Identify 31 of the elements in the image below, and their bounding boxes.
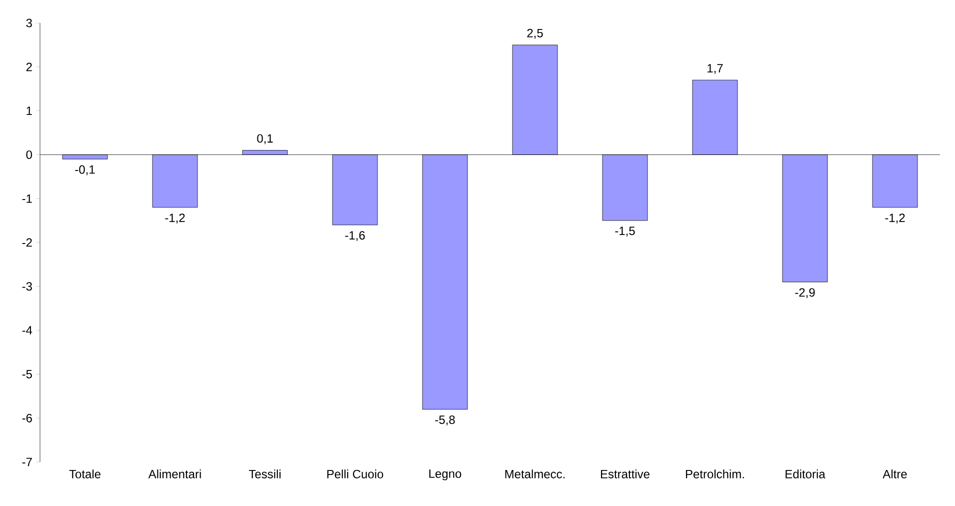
y-tick-label: -6 [22, 414, 32, 422]
data-label: 0,1 [257, 134, 273, 144]
x-tick-label: Estrattive [600, 470, 650, 478]
data-label: -5,8 [435, 416, 455, 426]
x-tick-label: Totale [69, 470, 100, 478]
x-tick-label: Tessili [248, 470, 281, 478]
x-tick-label: Metalmecc. [505, 470, 565, 478]
x-tick-label: Petrolchim. [686, 470, 744, 478]
y-tick-label: -5 [22, 370, 32, 378]
data-label: -1,2 [885, 214, 905, 224]
y-tick-label: 0 [26, 150, 32, 159]
x-tick-label: Altre [882, 470, 907, 478]
data-label: 2,5 [527, 28, 543, 39]
y-tick-label: -1 [22, 194, 32, 203]
y-tick-label: -3 [22, 282, 32, 291]
y-tick-label: 1 [26, 106, 32, 115]
data-label: -1,6 [345, 231, 365, 242]
data-label: -1,2 [165, 214, 185, 224]
data-label: -2,9 [795, 288, 815, 298]
y-tick-label: -2 [22, 238, 32, 247]
y-tick-label: 3 [26, 18, 32, 28]
x-tick-label: Pelli Cuoio [327, 470, 384, 478]
data-label: -1,5 [615, 226, 635, 237]
y-tick-label: 2 [26, 62, 32, 72]
x-tick-label: Legno [429, 470, 462, 480]
x-tick-label: Editoria [786, 470, 826, 478]
y-tick-label: -7 [22, 458, 32, 466]
y-tick-label: -4 [22, 326, 32, 334]
data-label: 1,7 [708, 64, 723, 74]
data-label: -0,1 [75, 165, 95, 176]
x-tick-label: Alimentari [148, 470, 201, 478]
